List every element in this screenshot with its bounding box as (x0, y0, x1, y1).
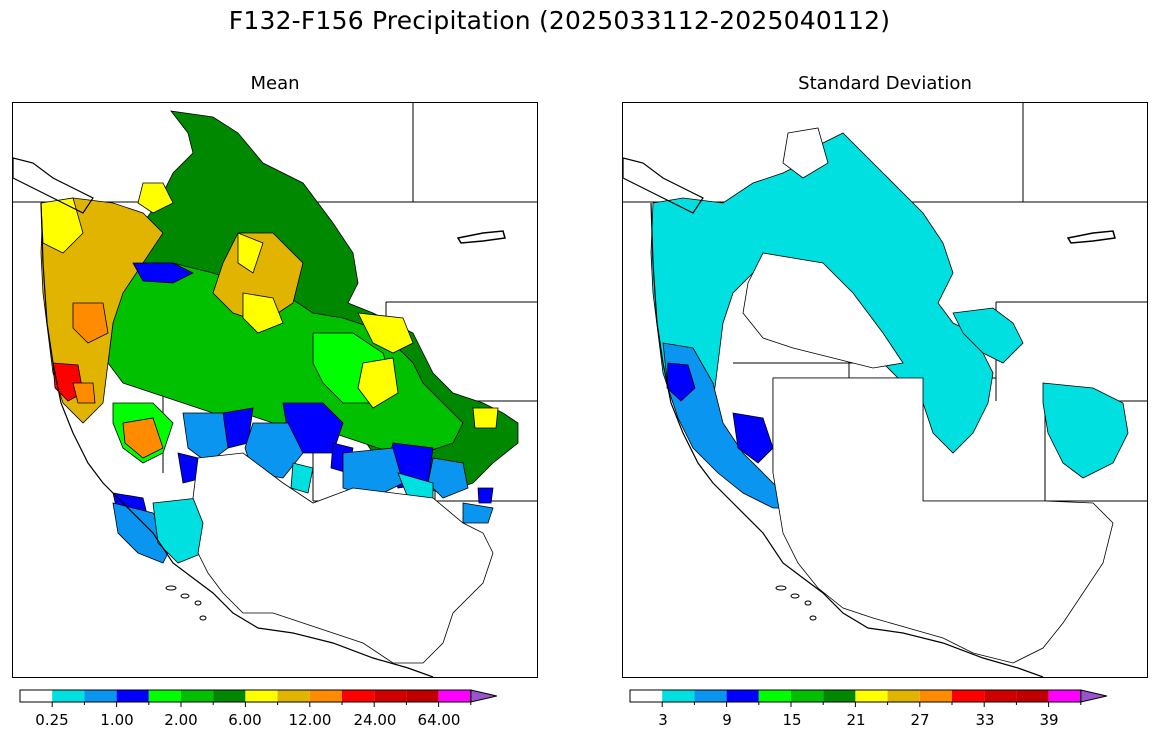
stdev-colorbar-svg (629, 689, 1107, 707)
stdev-colorbar-swatch (952, 690, 985, 702)
stdev-colorbar (629, 689, 1140, 707)
stdev-colorbar-swatch (984, 690, 1017, 702)
mean-colorbar-extend-arrow (470, 689, 497, 703)
lake-outline (456, 230, 506, 244)
canada-coast (13, 157, 94, 214)
mean-cbar-label: 0.25 (35, 711, 69, 729)
mean-basins (40, 110, 519, 664)
stdev-cbar-label: 27 (910, 711, 930, 729)
stdev-colorbar-swatch (694, 690, 727, 702)
mean-map-svg (13, 103, 537, 677)
mean-colorbar-swatch (20, 690, 53, 702)
figure-title: F132-F156 Precipitation (2025033112-2025… (228, 6, 891, 35)
stdev-cbar-label: 39 (1039, 711, 1059, 729)
mean-colorbar-swatch (245, 690, 278, 702)
coastline (650, 202, 1044, 677)
channel-islands (775, 585, 817, 621)
stdev-cbar-label: 33 (975, 711, 995, 729)
mean-cbar-label: 6.00 (228, 711, 262, 729)
mean-colorbar (19, 689, 530, 707)
mean-colorbar-swatch (309, 690, 342, 702)
mean-colorbar-swatch (277, 690, 310, 702)
stdev-colorbar-swatch (1016, 690, 1049, 702)
mean-colorbar-swatch (342, 690, 375, 702)
mean-colorbar-swatch (84, 690, 117, 702)
mean-cbar-label: 1.00 (100, 711, 134, 729)
stdev-colorbar-swatch (791, 690, 824, 702)
mean-colorbar-svg (19, 689, 497, 707)
mean-colorbar-swatch (116, 690, 149, 702)
stdev-colorbar-swatch (1048, 690, 1081, 702)
stdev-panel-title: Standard Deviation (798, 73, 972, 94)
stdev-map-svg (623, 103, 1147, 677)
stdev-colorbar-swatch (919, 690, 952, 702)
canada-coast (623, 157, 704, 214)
mean-colorbar-swatch (438, 690, 471, 702)
stdev-colorbar-extend-arrow (1080, 689, 1107, 703)
stdev-colorbar-swatch (823, 690, 856, 702)
mean-colorbar-swatch (148, 690, 181, 702)
stdev-colorbar-swatch (726, 690, 759, 702)
stdev-cbar-label: 3 (658, 711, 668, 729)
stdev-colorbar-swatch (758, 690, 791, 702)
mean-colorbar-swatch (374, 690, 407, 702)
mean-map (12, 102, 538, 678)
mean-colorbar-swatch (406, 690, 439, 702)
mean-cbar-label: 2.00 (164, 711, 198, 729)
coastline (40, 202, 434, 677)
stdev-basins (650, 127, 1129, 664)
stdev-cbar-label: 9 (722, 711, 732, 729)
mean-colorbar-swatch (213, 690, 246, 702)
stdev-colorbar-swatch (887, 690, 920, 702)
mean-cbar-label: 12.00 (288, 711, 332, 729)
stdev-colorbar-swatch (630, 690, 663, 702)
channel-islands (165, 585, 207, 621)
mean-colorbar-swatch (52, 690, 85, 702)
stdev-cbar-label: 15 (782, 711, 802, 729)
stdev-cbar-label: 21 (846, 711, 866, 729)
stdev-map (622, 102, 1148, 678)
mean-cbar-label: 24.00 (353, 711, 397, 729)
stdev-colorbar-swatch (855, 690, 888, 702)
mean-panel-title: Mean (250, 73, 300, 94)
mean-cbar-label: 64.00 (417, 711, 461, 729)
stdev-colorbar-swatch (662, 690, 695, 702)
lake-outline (1066, 230, 1116, 244)
mean-colorbar-swatch (181, 690, 214, 702)
